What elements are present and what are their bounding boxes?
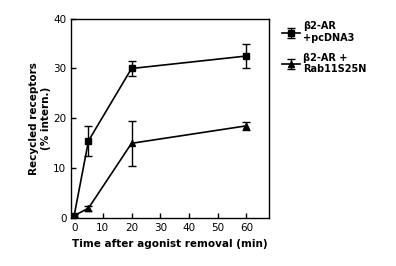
Y-axis label: Recycled receptors
(% intern.): Recycled receptors (% intern.) bbox=[29, 62, 51, 175]
X-axis label: Time after agonist removal (min): Time after agonist removal (min) bbox=[72, 239, 268, 248]
Legend: β2-AR
+pcDNA3, β2-AR +
Rab11S25N: β2-AR +pcDNA3, β2-AR + Rab11S25N bbox=[280, 19, 369, 76]
